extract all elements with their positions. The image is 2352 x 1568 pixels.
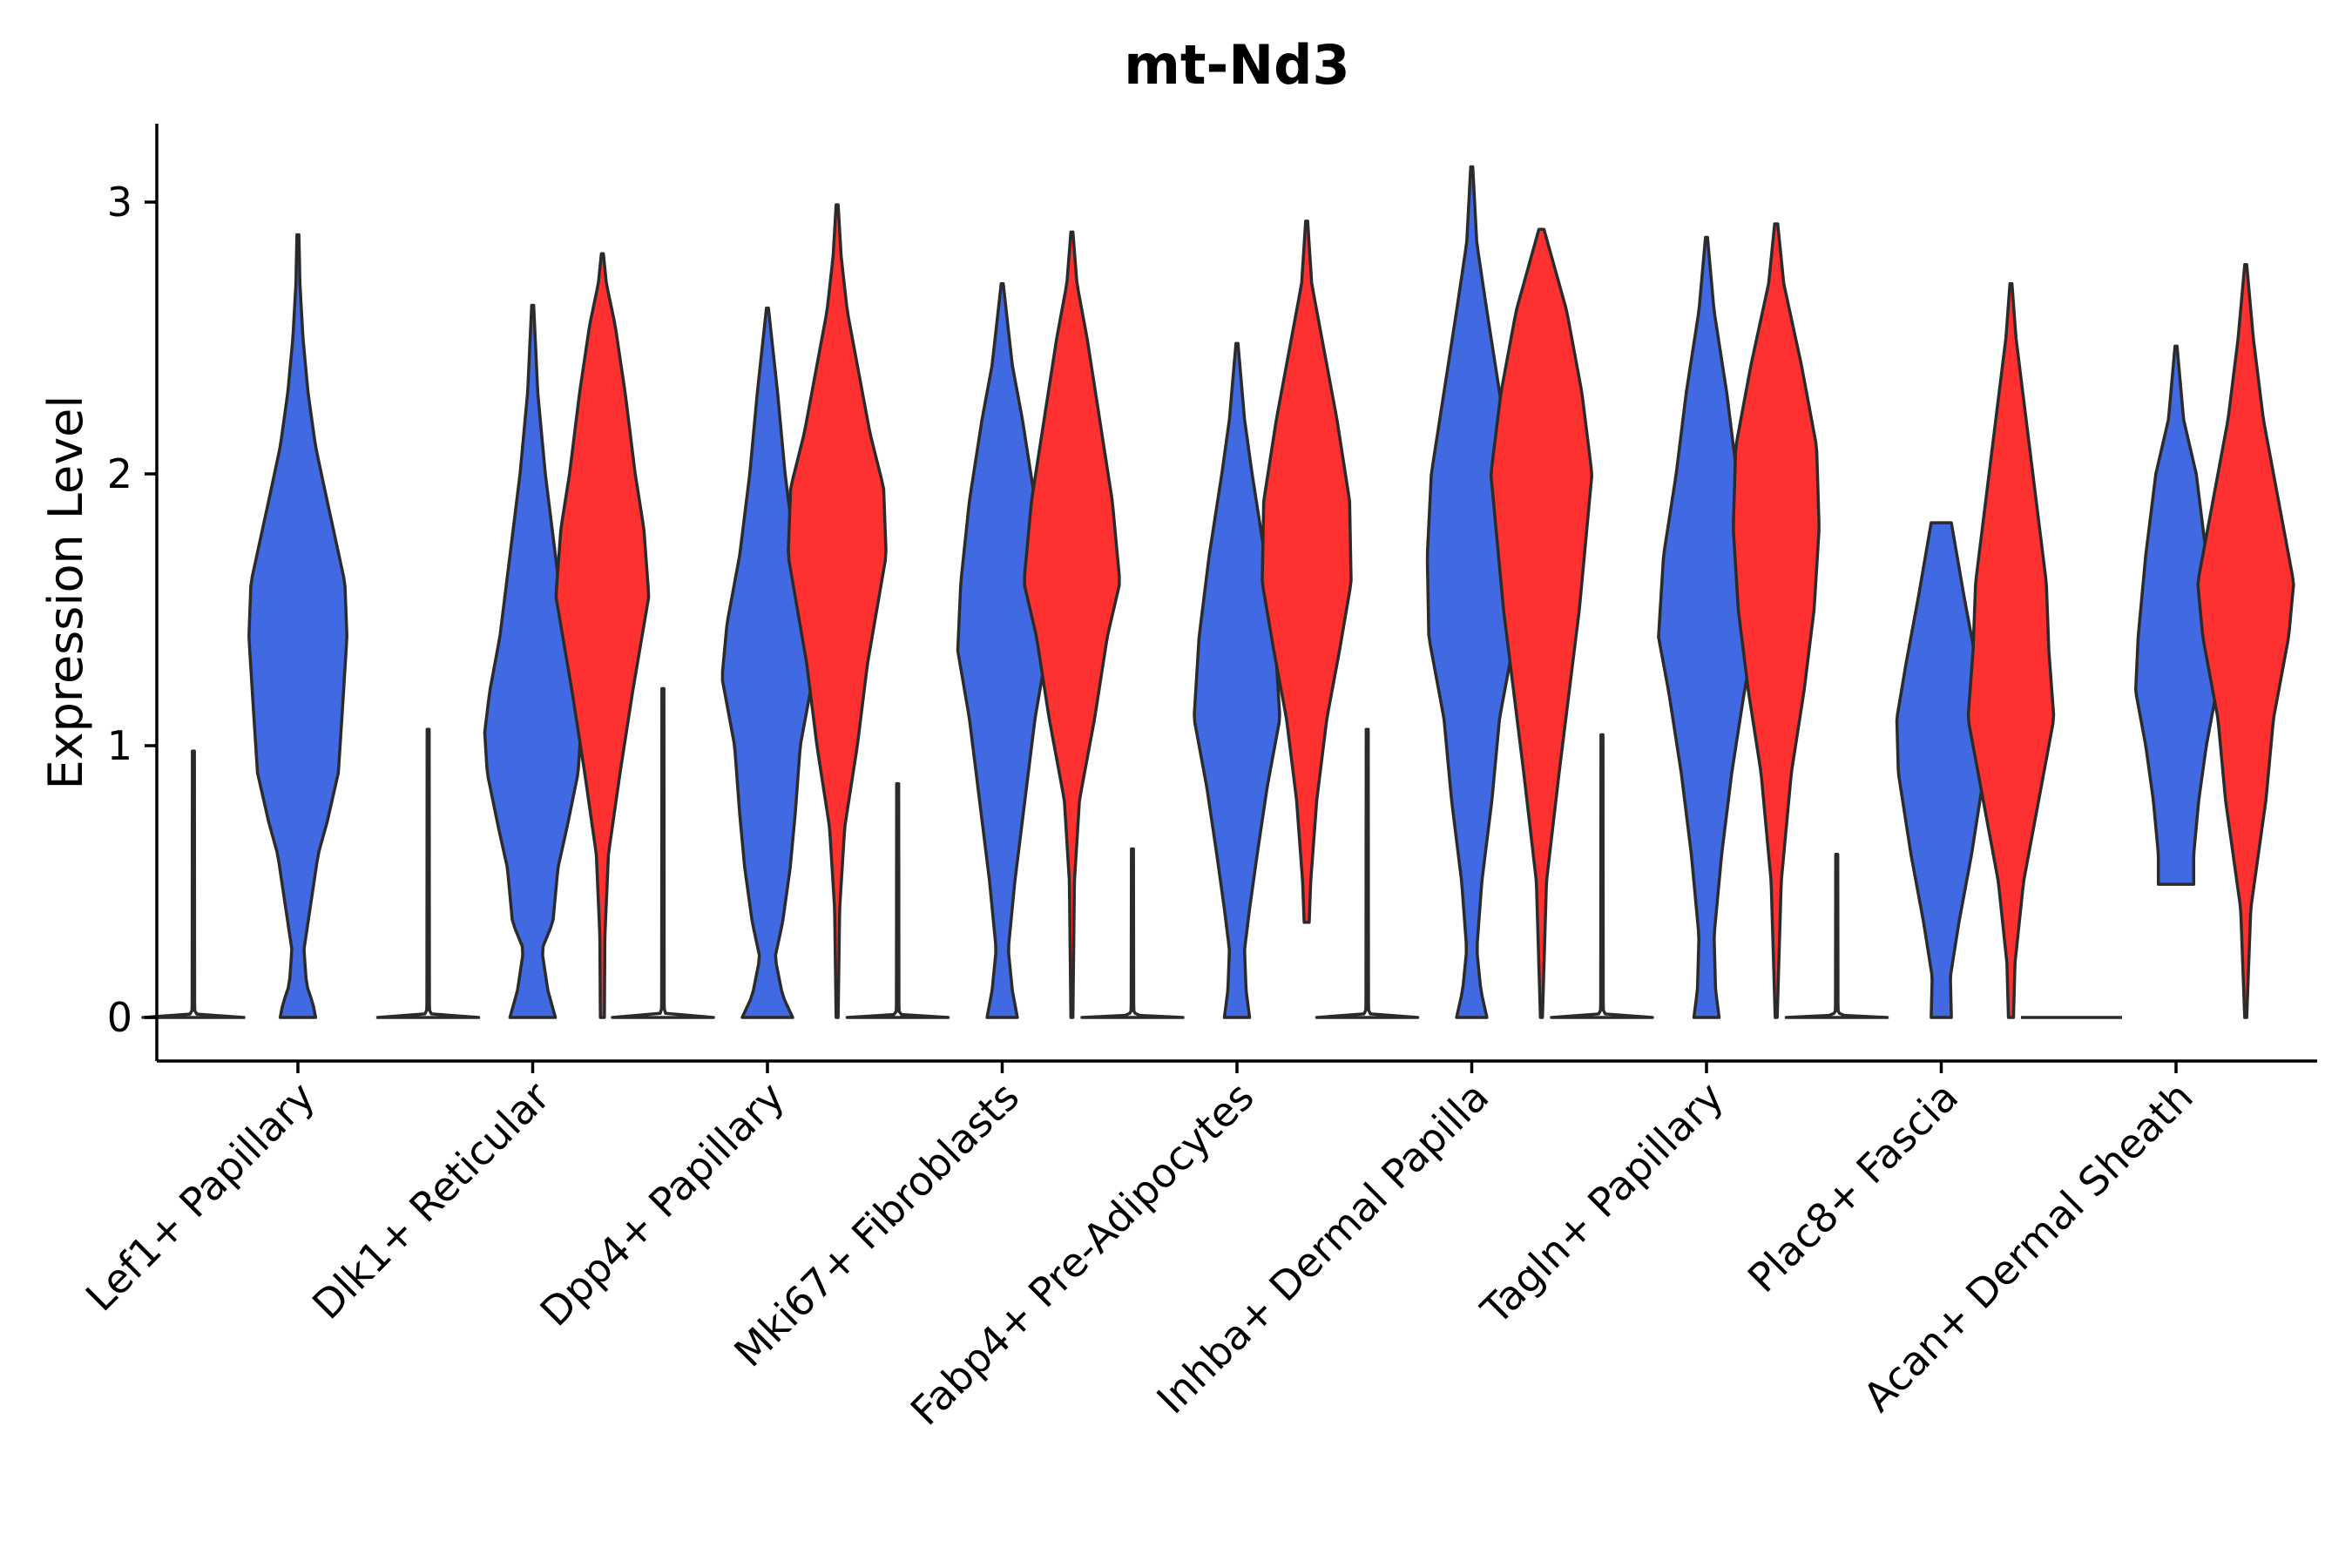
violin-8-1	[1784, 853, 1889, 1019]
violin-2-2	[483, 303, 583, 1019]
y-tick-label-4: 3	[107, 179, 132, 226]
x-tick-label-3: Dpp4+ Papillary	[531, 1073, 794, 1335]
violin-5-1	[1080, 847, 1185, 1019]
violin-3-1	[611, 686, 715, 1019]
x-tick-label-1: Lef1+ Papillary	[77, 1073, 324, 1321]
violin-9-3	[2196, 263, 2295, 1019]
violin-3-2	[720, 306, 814, 1019]
y-tick-label-2: 1	[107, 722, 132, 769]
violin-8-2	[1895, 521, 1988, 1019]
violin-5-3	[1260, 220, 1353, 924]
violin-6-2	[1425, 165, 1518, 1019]
x-tick-label-2: Dlk1+ Reticular	[303, 1073, 558, 1328]
x-tick-label-7: Tagln+ Papillary	[1471, 1073, 1733, 1335]
violin-group	[141, 165, 2295, 1019]
violin-1-1	[141, 749, 246, 1019]
violin-6-1	[1315, 727, 1420, 1019]
chart-title: mt-Nd3	[1124, 33, 1349, 97]
violin-7-3	[1732, 222, 1821, 1019]
violin-2-3	[554, 252, 651, 1019]
violin-5-2	[1193, 341, 1281, 1019]
y-tick-label-1: 0	[107, 994, 132, 1041]
violin-4-3	[1023, 230, 1121, 1019]
y-ticks: 0 1 2 3	[107, 179, 157, 1041]
violin-4-2	[956, 281, 1049, 1019]
violin-3-3	[787, 203, 888, 1019]
violin-1-2	[247, 233, 348, 1019]
violin-2-1	[375, 727, 481, 1019]
violin-4-1	[845, 781, 950, 1019]
violin-8-3	[1966, 281, 2056, 1019]
violin-7-1	[1550, 733, 1654, 1019]
violin-7-2	[1657, 235, 1756, 1019]
violin-6-3	[1489, 227, 1594, 1019]
y-tick-label-3: 2	[107, 450, 132, 497]
y-axis-label: Expression Level	[38, 395, 93, 790]
x-tick-label-8: Plac8+ Fascia	[1739, 1073, 1967, 1301]
